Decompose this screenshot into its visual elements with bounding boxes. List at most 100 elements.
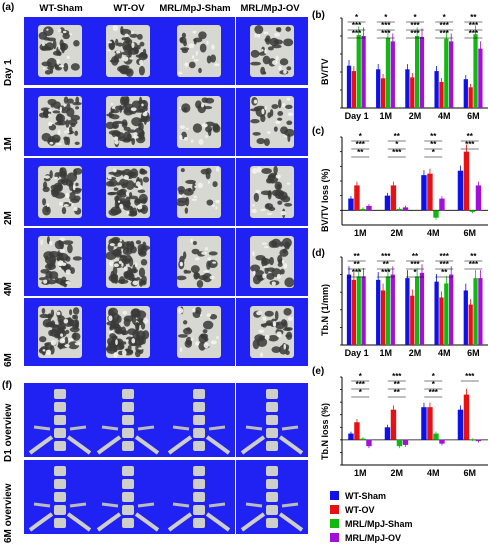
- bar: [380, 290, 386, 345]
- bar: [354, 185, 360, 211]
- significance-marker: *: [359, 388, 363, 397]
- x-tick-label: 6M: [467, 348, 480, 358]
- bar: [468, 304, 473, 345]
- significance-marker: **: [394, 388, 401, 397]
- bar: [457, 409, 464, 440]
- micro-ct-image: [24, 158, 96, 226]
- bar: [449, 41, 454, 108]
- bar: [473, 278, 478, 345]
- bar: [415, 276, 420, 345]
- row-label-1m: 1M: [3, 137, 14, 151]
- micro-ct-image: [92, 158, 164, 226]
- bar: [390, 274, 395, 345]
- row-label-6m-overview: 6M overview: [3, 483, 14, 543]
- micro-ct-image: [163, 158, 235, 226]
- bar: [366, 205, 372, 211]
- significance-marker: **: [430, 140, 437, 149]
- significance-marker: ***: [410, 21, 420, 30]
- significance-marker: ***: [381, 268, 391, 277]
- column-header-wt-ov: WT-OV: [113, 3, 145, 14]
- significance-marker: **: [353, 260, 360, 269]
- bar: [410, 295, 415, 345]
- legend-label: WT-OV: [345, 505, 375, 515]
- significance-marker: ***: [392, 372, 402, 381]
- spine-overview-image: [163, 460, 235, 534]
- x-tick-label: 2M: [390, 468, 403, 478]
- legend-label: MRL/MpJ-OV: [345, 533, 401, 543]
- x-tick-label: 4M: [427, 468, 440, 478]
- significance-marker: *: [359, 132, 363, 141]
- legend-label: MRL/MpJ-Sham: [345, 519, 413, 529]
- bar: [473, 34, 478, 109]
- bar: [361, 36, 366, 108]
- chart-bv-tv: Day 1 1M 2M 4M 6M***************************…: [340, 13, 488, 121]
- bar: [346, 65, 352, 108]
- bar: [419, 272, 425, 345]
- micro-ct-image: [236, 17, 308, 85]
- significance-marker: **: [430, 132, 437, 141]
- bar: [463, 394, 470, 440]
- micro-ct-image: [163, 298, 235, 366]
- bar: [384, 427, 391, 440]
- bar: [463, 79, 468, 108]
- row-label-d1-overview: D1 overview: [3, 403, 14, 462]
- bar: [390, 41, 395, 108]
- significance-marker: ***: [381, 21, 391, 30]
- panel-label-e: (e): [312, 366, 325, 377]
- significance-marker: ***: [356, 380, 366, 389]
- bar: [415, 36, 420, 108]
- chart-tb-n-loss: 1M 2M 4M 6M********************: [340, 372, 488, 478]
- significance-marker: ***: [352, 29, 362, 38]
- bar: [348, 433, 354, 440]
- significance-marker: *: [413, 268, 417, 277]
- bar: [475, 185, 482, 211]
- micro-ct-image: [92, 228, 164, 296]
- micro-ct-image-grid: (a) WT-Sham WT-OV MRL/MpJ-Sham MRL/MpJ-O…: [2, 2, 308, 543]
- bar: [346, 274, 352, 345]
- micro-ct-image: [236, 228, 308, 296]
- significance-marker: ***: [392, 148, 402, 157]
- bar: [434, 281, 439, 345]
- significance-marker: ***: [440, 29, 450, 38]
- significance-marker: **: [383, 260, 390, 269]
- bar: [390, 409, 397, 440]
- bar: [439, 297, 444, 345]
- panel-label-f: (f): [2, 380, 12, 391]
- x-tick-label: Day 1: [345, 348, 369, 358]
- bar: [439, 198, 445, 211]
- bar: [463, 151, 470, 211]
- legend-swatch: [330, 505, 339, 514]
- significance-marker: ***: [440, 21, 450, 30]
- bar: [366, 439, 372, 447]
- legend-label: WT-Sham: [345, 491, 387, 501]
- chart-bv-tv-loss: 1M 2M 4M 6M**********************: [340, 132, 488, 238]
- spine-overview-image: [24, 383, 96, 457]
- significance-marker: **: [470, 252, 477, 261]
- x-tick-label: 4M: [438, 348, 451, 358]
- significance-marker: ***: [440, 252, 450, 261]
- bar: [439, 81, 444, 108]
- chart-tb-n: Day 1 1M 2M 4M 6M***************************…: [340, 252, 488, 358]
- legend-item-wt-ov: WT-OV: [330, 505, 375, 517]
- significance-marker: **: [394, 132, 401, 141]
- spine-overview-image: [236, 383, 308, 457]
- significance-marker: ***: [352, 21, 362, 30]
- charts-column: (b) (c) (d) (e) BV/TV BV/TV loss (%) Tb.…: [312, 0, 490, 550]
- bar: [457, 170, 464, 211]
- significance-marker: **: [394, 380, 401, 389]
- micro-ct-image: [236, 158, 308, 226]
- micro-ct-image: [163, 228, 235, 296]
- significance-marker: *: [413, 13, 417, 22]
- bar: [396, 439, 403, 447]
- bar: [427, 407, 433, 440]
- bar: [444, 38, 449, 109]
- significance-marker: **: [441, 268, 448, 277]
- significance-marker: *: [359, 372, 363, 381]
- spine-overview-image: [163, 383, 235, 457]
- bar: [356, 276, 361, 345]
- bar: [421, 175, 427, 211]
- bar: [434, 71, 439, 108]
- legend-item-mrl-ov: MRL/MpJ-OV: [330, 533, 401, 545]
- x-tick-label: 1M: [354, 468, 367, 478]
- bar: [384, 195, 391, 211]
